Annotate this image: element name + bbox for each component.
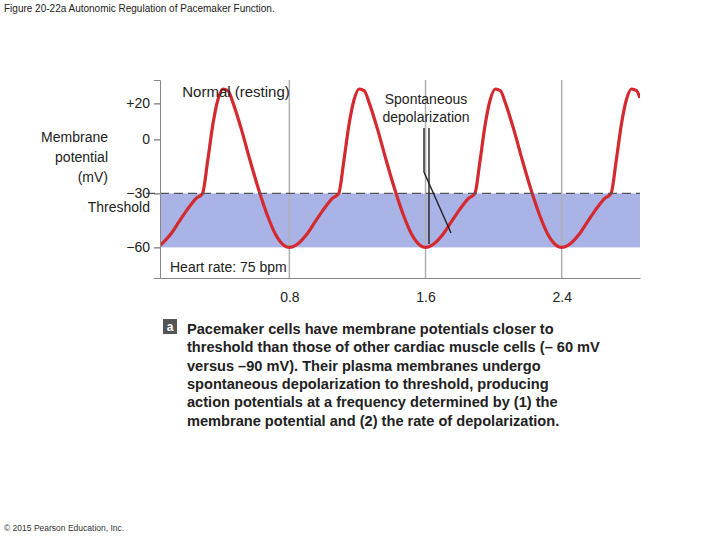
x-tick: 0.8 xyxy=(280,278,300,305)
y-tick-mark xyxy=(154,193,160,194)
x-tick-label: 1.6 xyxy=(416,289,436,305)
annotation: Spontaneousdepolarization xyxy=(382,91,469,125)
caption-line: versus –90 mV). Their plasma membranes u… xyxy=(187,358,541,374)
annotation: Heart rate: 75 bpm xyxy=(170,259,287,275)
x-tick-label: 0.8 xyxy=(280,289,300,305)
y-axis: +200−30−60 xyxy=(126,81,160,279)
threshold-label: Threshold xyxy=(88,199,150,215)
leader-lines xyxy=(424,128,451,244)
title: Figure 20-22a Autonomic Regulation of Pa… xyxy=(4,3,275,14)
y-tick-label: 0 xyxy=(142,131,150,147)
caption-line: membrane potential and (2) the rate of d… xyxy=(187,413,559,429)
y-tick: +20 xyxy=(126,95,160,111)
annotation: Normal (resting) xyxy=(182,83,290,100)
y-axis-title: Membranepotential(mV) xyxy=(41,129,108,185)
x-tick-label: 2.4 xyxy=(552,289,572,305)
x-tick: 2.4 xyxy=(552,278,572,305)
caption-letter: a xyxy=(167,320,174,334)
caption-line: action potentials at a frequency determi… xyxy=(187,394,558,410)
y-tick-label: −60 xyxy=(126,239,150,255)
x-tick: 1.6 xyxy=(416,278,436,305)
y-axis-line xyxy=(154,81,161,279)
threshold-line xyxy=(146,193,640,194)
y-tick: 0 xyxy=(142,131,160,147)
y-tick-mark xyxy=(154,247,160,248)
y-tick-mark xyxy=(154,103,160,104)
copyright: © 2015 Pearson Education, Inc. xyxy=(4,523,124,533)
membrane-potential-line xyxy=(160,89,640,247)
x-axis: 0.8 1.6 2.4 xyxy=(161,278,641,305)
caption-line: Pacemaker cells have membrane potentials… xyxy=(187,321,554,337)
caption-letter-box xyxy=(163,319,177,334)
leader-line xyxy=(424,128,451,233)
y-tick-label: +20 xyxy=(126,95,150,111)
x-axis-line xyxy=(161,278,641,279)
leader-line xyxy=(428,128,429,244)
y-tick: −60 xyxy=(126,239,160,255)
plot-area xyxy=(160,80,640,278)
y-tick-mark xyxy=(154,139,160,140)
caption-line: threshold than those of other cardiac mu… xyxy=(187,339,600,355)
chart: Figure 20-22a Autonomic Regulation of Pa… xyxy=(0,0,720,540)
caption-line: spontaneous depolarization to threshold,… xyxy=(187,376,549,392)
